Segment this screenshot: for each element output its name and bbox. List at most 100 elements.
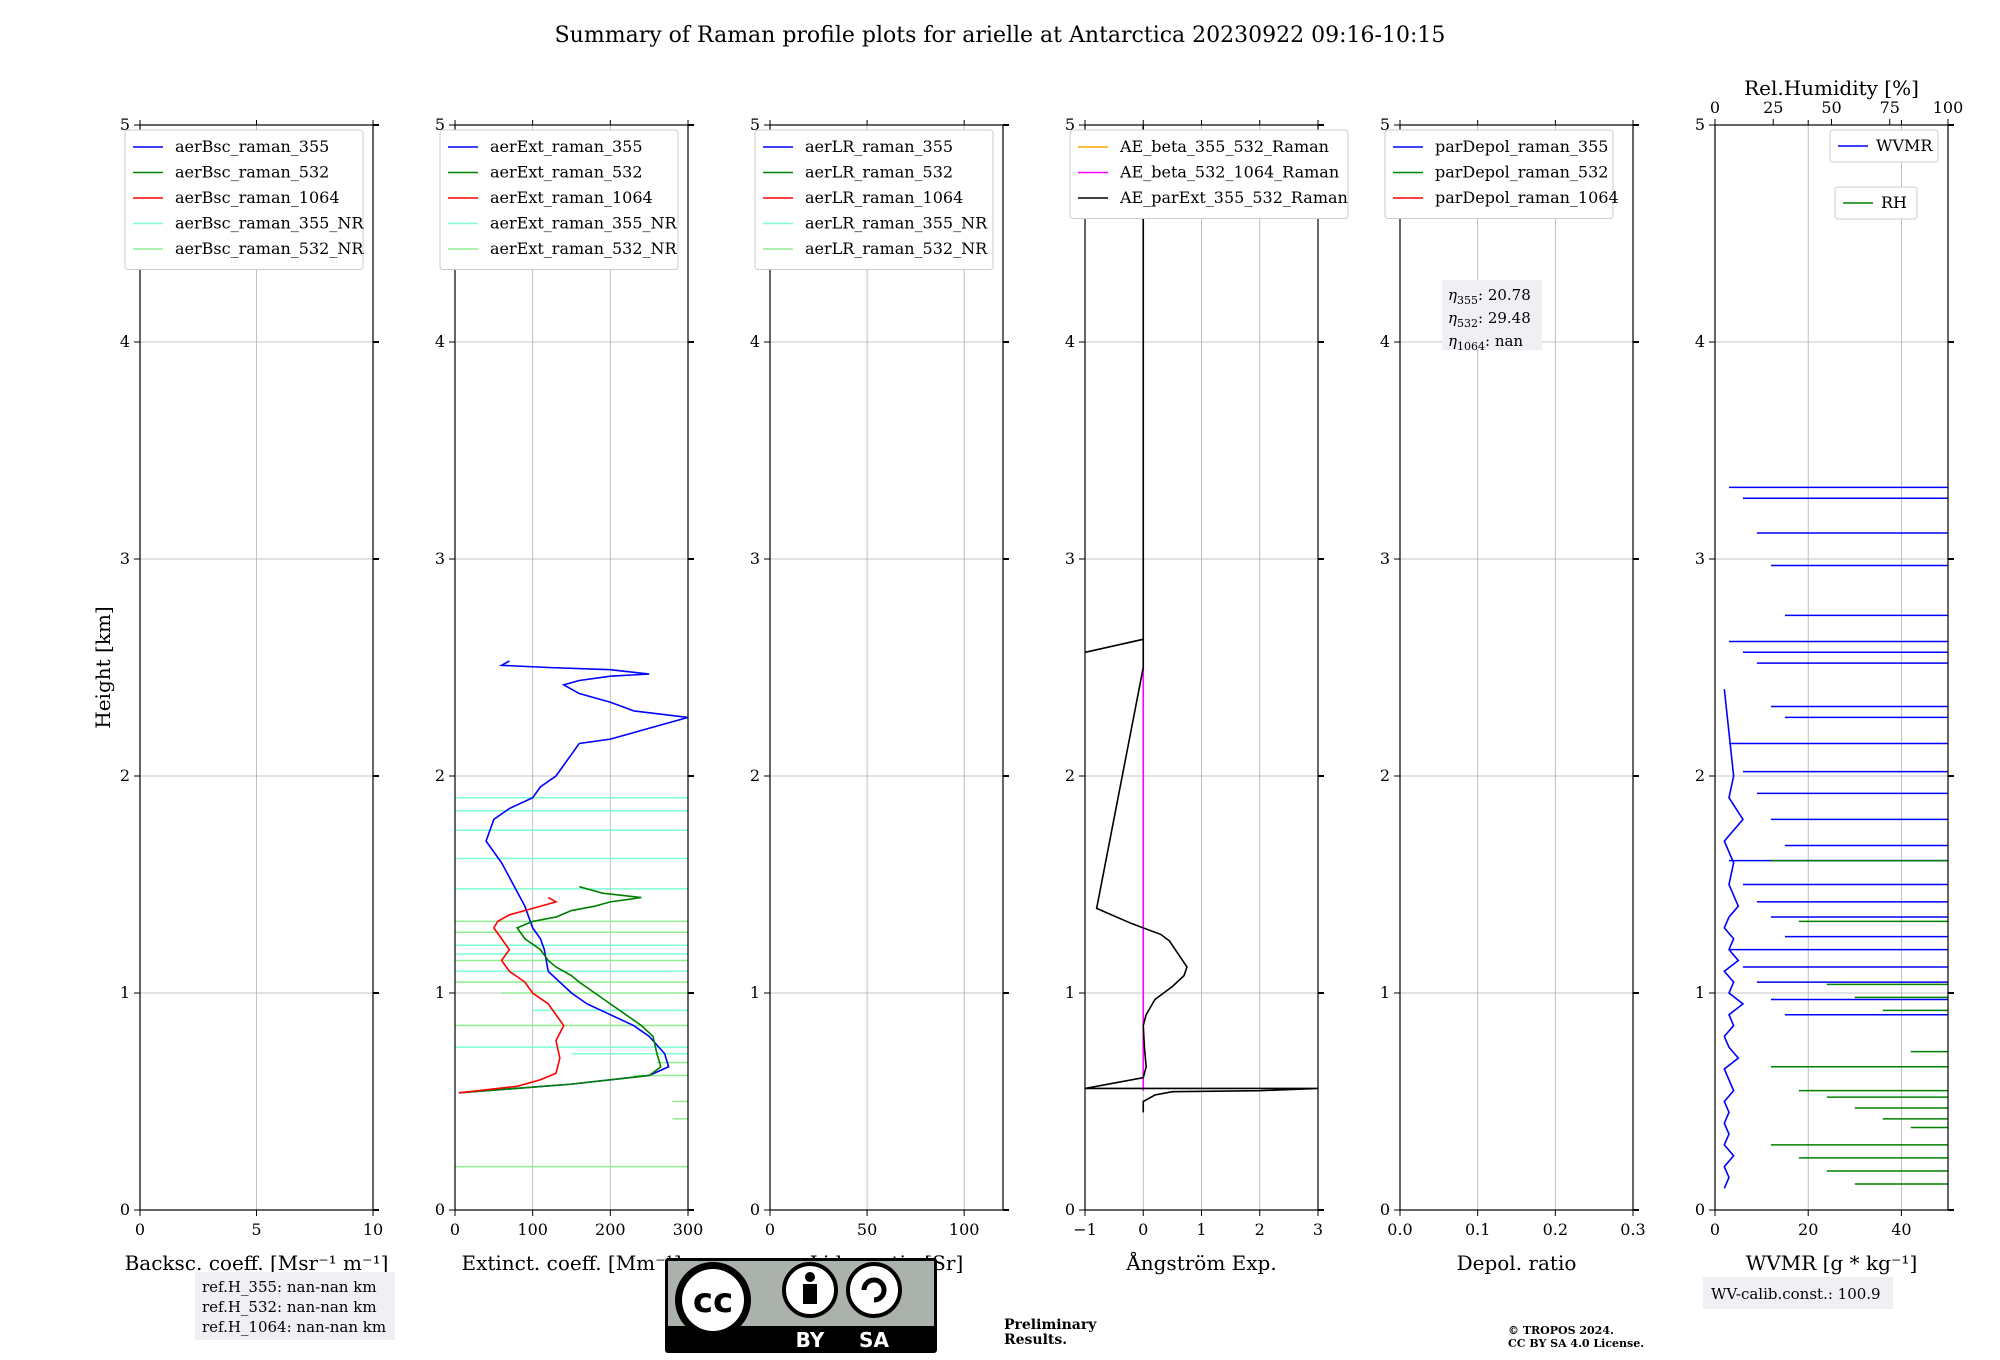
legend-label: aerLR_raman_532_NR (805, 239, 988, 258)
eta-subscript: 1064 (1457, 340, 1485, 353)
eta-subscript: 532 (1457, 317, 1478, 330)
legend-box (1829, 129, 1939, 163)
legend-label: aerBsc_raman_355 (175, 137, 329, 156)
top-x-tick-label: 50 (1821, 98, 1841, 117)
legend: parDepol_raman_355 parDepol_raman_532 parD… (1384, 129, 1619, 219)
y-tick-label: 0 (435, 1200, 445, 1219)
top-x-tick-label: 75 (1880, 98, 1900, 117)
y-tick-label: 2 (1380, 766, 1390, 785)
y-tick-label: 4 (1695, 332, 1705, 351)
series-aerExt_raman_355 (458, 660, 688, 1094)
eta-subscript: 355 (1457, 294, 1478, 307)
cc-text: cc (693, 1281, 733, 1321)
eta-value: : 29.48 (1478, 309, 1531, 327)
eta-line: η532: 29.48 (1448, 309, 1531, 330)
y-tick-label: 5 (435, 115, 445, 134)
x-tick-label: 2 (1255, 1220, 1265, 1239)
axes-frame (1399, 124, 1634, 1211)
x-tick-label: 0 (765, 1220, 775, 1239)
y-tick-label: 0 (1695, 1200, 1705, 1219)
panel-extinction: 0 100 200 300 0 1 2 3 4 5 Extinct. coeff. [Mm⁻¹] ae… (435, 115, 703, 1275)
y-tick-label: 5 (1065, 115, 1075, 134)
preliminary-line-1: Preliminary (1004, 1317, 1097, 1333)
x-tick-label: 0 (1710, 1220, 1720, 1239)
legend-box (1069, 129, 1349, 219)
x-tick-label: 300 (673, 1220, 704, 1239)
legend-box (1834, 186, 1918, 220)
y-tick-label: 5 (120, 115, 130, 134)
top-x-axis-label: Rel.Humidity [%] (1744, 76, 1919, 100)
x-tick-label: 40 (1891, 1220, 1911, 1239)
y-axis-label: Height [km] (91, 606, 115, 728)
y-tick-label: 0 (750, 1200, 760, 1219)
legend: aerBsc_raman_355 aerBsc_raman_532 aerBsc_r… (124, 129, 364, 270)
legend-rh: RH (1834, 186, 1918, 220)
y-tick-label: 3 (435, 549, 445, 568)
y-tick-label: 4 (1380, 332, 1390, 351)
wv-calib-box: WV-calib.const.: 100.9 (1703, 1277, 1893, 1309)
y-tick-label: 2 (750, 766, 760, 785)
legend-label: parDepol_raman_1064 (1435, 188, 1619, 207)
by-person-body (803, 1284, 817, 1304)
y-tick-label: 1 (1065, 983, 1075, 1002)
legend-label: aerLR_raman_1064 (805, 188, 963, 207)
y-tick-label: 2 (1695, 766, 1705, 785)
axes-frame (139, 124, 374, 1211)
y-tick-label: 3 (1065, 549, 1075, 568)
by-label: BY (796, 1328, 825, 1352)
legend-label: aerBsc_raman_1064 (175, 188, 340, 207)
x-tick-label: 0.0 (1387, 1220, 1412, 1239)
sa-share-icon (846, 1262, 902, 1318)
legend-label: RH (1881, 193, 1907, 212)
top-x-tick-label: 100 (1933, 98, 1964, 117)
legend-box (1384, 129, 1614, 219)
legend-label: parDepol_raman_355 (1435, 137, 1608, 156)
y-tick-label: 3 (1380, 549, 1390, 568)
x-tick-label: 100 (517, 1220, 548, 1239)
eta-symbol: η (1448, 309, 1457, 327)
y-tick-label: 4 (750, 332, 760, 351)
legend-wvmr: WVMR (1829, 129, 1939, 163)
x-tick-label: −1 (1073, 1220, 1097, 1239)
legend-box (124, 129, 364, 270)
legend-label: AE_parExt_355_532_Raman (1119, 188, 1348, 207)
eta-symbol: η (1448, 286, 1457, 304)
y-tick-label: 5 (1695, 115, 1705, 134)
legend-box (754, 129, 994, 270)
eta-line: η1064: nan (1448, 332, 1523, 353)
ref-h-355: ref.H_355: nan-nan km (202, 1278, 377, 1296)
eta-line: η355: 20.78 (1448, 286, 1531, 307)
series-aerExt_raman_1064 (458, 896, 565, 1094)
legend-label: WVMR (1876, 136, 1933, 155)
legend-label: aerExt_raman_532_NR (490, 239, 678, 258)
legend-label: AE_beta_532_1064_Raman (1119, 163, 1339, 182)
x-tick-label: 10 (363, 1220, 383, 1239)
y-tick-label: 0 (1065, 1200, 1075, 1219)
x-tick-label: 20 (1798, 1220, 1818, 1239)
legend: AE_beta_355_532_Raman AE_beta_532_1064_Ra… (1069, 129, 1349, 219)
y-tick-label: 1 (120, 983, 130, 1002)
y-tick-label: 3 (120, 549, 130, 568)
y-tick-label: 1 (1695, 983, 1705, 1002)
by-person-head (805, 1272, 815, 1282)
figure-title: Summary of Raman profile plots for ariel… (555, 23, 1446, 48)
eta-value: : nan (1485, 332, 1523, 350)
legend-box (439, 129, 679, 270)
y-tick-label: 0 (1380, 1200, 1390, 1219)
x-tick-label: 0.2 (1543, 1220, 1568, 1239)
panel-lidar_ratio: 050100012345Lidar ratio [Sr]aerLR_raman_… (750, 115, 1009, 1275)
legend-label: aerLR_raman_355_NR (805, 214, 988, 233)
y-tick-label: 2 (1065, 766, 1075, 785)
legend-label: aerLR_raman_532 (805, 163, 953, 182)
cc-license-badge: cc BY SA (665, 1258, 937, 1353)
legend-label: aerBsc_raman_532_NR (175, 239, 364, 258)
legend-label: aerBsc_raman_355_NR (175, 214, 364, 233)
ref-h-1064: ref.H_1064: nan-nan km (202, 1318, 386, 1336)
x-tick-label: 5 (251, 1220, 261, 1239)
legend-label: aerExt_raman_532 (490, 163, 643, 182)
x-tick-label: 200 (595, 1220, 626, 1239)
x-tick-label: 0 (450, 1220, 460, 1239)
panel-backscatter: 0 5 10 0 1 2 3 4 5 Backsc. coeff. [Msr⁻¹ m⁻¹] Heig… (91, 115, 388, 1275)
